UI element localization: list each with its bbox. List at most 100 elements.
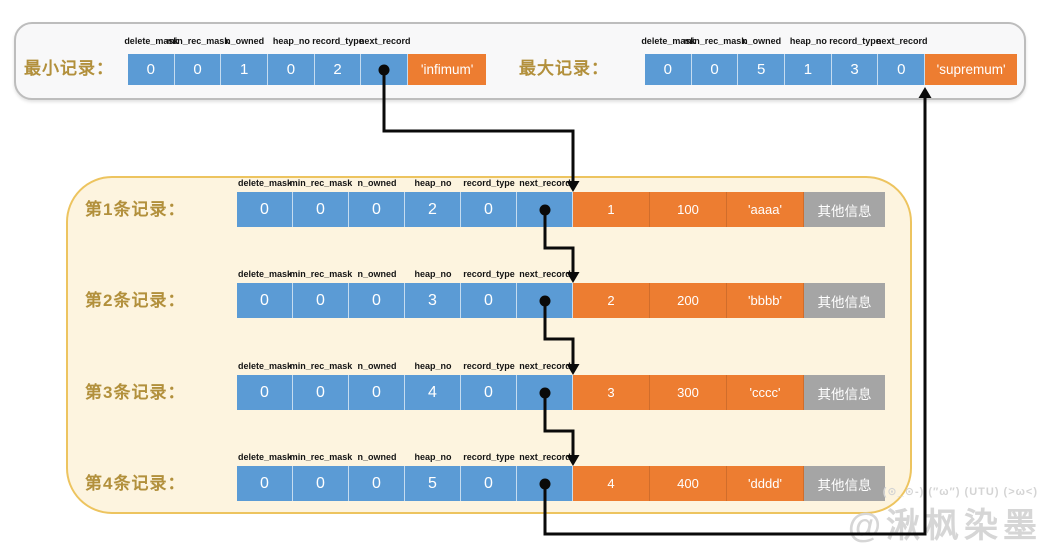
field-header-record-type: record_type (463, 178, 515, 188)
field-header-n-owned: n_owned (357, 452, 397, 462)
cell-delete-mask: 0 (645, 54, 692, 85)
record3-row: 0 0 0 4 0 3 300 'cccc' 其他信息 (237, 375, 885, 410)
field-header-next-record: next_record (358, 36, 411, 46)
cell-record-type: 3 (831, 54, 879, 85)
record2-field-headers: delete_mask min_rec_mask n_owned heap_no… (237, 268, 573, 280)
record2-row: 0 0 0 3 0 2 200 'bbbb' 其他信息 (237, 283, 885, 318)
field-header-next-record: next_record (875, 36, 928, 46)
record3-label: 第3条记录： (85, 383, 186, 402)
watermark-emoticons: (⊙_⊙-) (″ω″) (UTU) (>ω<) (882, 486, 1038, 498)
cell-min-rec-mask: 0 (691, 54, 739, 85)
cell-record-type: 2 (314, 54, 362, 85)
cell-column-value: 400 (650, 466, 727, 501)
min-record-label: 最小记录： (24, 59, 114, 78)
cell-min-rec-mask: 0 (293, 466, 349, 501)
cell-heap-no: 0 (268, 54, 315, 85)
cell-heap-no: 5 (405, 466, 461, 501)
field-header-delete-mask: delete_mask (237, 361, 293, 371)
cell-delete-mask: 0 (128, 54, 175, 85)
watermark-author-handle: @湫枫染墨 (847, 507, 1042, 545)
cell-record-type: 0 (461, 192, 517, 227)
cell-varchar-value: 'dddd' (727, 466, 804, 501)
max-record-label: 最大记录： (519, 59, 609, 78)
field-header-n-owned: n_owned (357, 269, 397, 279)
record1-row: 0 0 0 2 0 1 100 'aaaa' 其他信息 (237, 192, 885, 227)
cell-primary-key: 2 (573, 283, 650, 318)
cell-infimum-text: 'infimum' (408, 54, 487, 85)
field-header-min-rec-mask: min_rec_mask (289, 269, 353, 279)
field-header-min-rec-mask: min_rec_mask (289, 452, 353, 462)
cell-next-record (517, 466, 573, 501)
cell-other-info: 其他信息 (804, 192, 885, 227)
cell-next-record (517, 283, 573, 318)
cell-delete-mask: 0 (237, 466, 293, 501)
cell-delete-mask: 0 (237, 192, 293, 227)
field-header-heap-no: heap_no (414, 452, 452, 462)
cell-column-value: 100 (650, 192, 727, 227)
cell-supremum-text: 'supremum' (925, 54, 1018, 85)
field-header-n-owned: n_owned (742, 36, 782, 46)
field-header-heap-no: heap_no (414, 178, 452, 188)
field-header-heap-no: heap_no (789, 36, 827, 46)
field-header-next-record: next_record (519, 361, 571, 371)
cell-n-owned: 0 (349, 283, 405, 318)
cell-primary-key: 3 (573, 375, 650, 410)
min-record-row: 0 0 1 0 2 'infimum' (128, 54, 487, 85)
field-header-record-type: record_type (463, 361, 515, 371)
max-record-row: 0 0 5 1 3 0 'supremum' (645, 54, 1018, 85)
field-header-heap-no: heap_no (272, 36, 310, 46)
record2-label: 第2条记录： (85, 291, 186, 310)
cell-varchar-value: 'aaaa' (727, 192, 804, 227)
field-header-heap-no: heap_no (414, 269, 452, 279)
record4-field-headers: delete_mask min_rec_mask n_owned heap_no… (237, 451, 573, 463)
field-header-delete-mask: delete_mask (237, 178, 293, 188)
field-header-delete-mask: delete_mask (237, 269, 293, 279)
field-header-min-rec-mask: min_rec_mask (289, 361, 353, 371)
cell-min-rec-mask: 0 (293, 375, 349, 410)
field-header-record-type: record_type (463, 269, 515, 279)
field-header-next-record: next_record (519, 269, 571, 279)
cell-n-owned: 5 (738, 54, 786, 85)
record1-field-headers: delete_mask min_rec_mask n_owned heap_no… (237, 177, 573, 189)
field-header-next-record: next_record (519, 452, 571, 462)
cell-other-info: 其他信息 (804, 375, 885, 410)
cell-n-owned: 0 (349, 375, 405, 410)
cell-primary-key: 4 (573, 466, 650, 501)
field-header-record-type: record_type (312, 36, 364, 46)
cell-column-value: 300 (650, 375, 727, 410)
cell-n-owned: 0 (349, 466, 405, 501)
cell-n-owned: 1 (221, 54, 269, 85)
cell-record-type: 0 (461, 466, 517, 501)
record4-row: 0 0 0 5 0 4 400 'dddd' 其他信息 (237, 466, 885, 501)
cell-heap-no: 4 (405, 375, 461, 410)
field-header-min-rec-mask: min_rec_mask (289, 178, 353, 188)
cell-delete-mask: 0 (237, 283, 293, 318)
cell-next-record (517, 192, 573, 227)
field-header-n-owned: n_owned (357, 178, 397, 188)
cell-record-type: 0 (461, 375, 517, 410)
cell-other-info: 其他信息 (804, 283, 885, 318)
record3-field-headers: delete_mask min_rec_mask n_owned heap_no… (237, 360, 573, 372)
record4-label: 第4条记录： (85, 474, 186, 493)
max-record-field-headers: delete_mask min_rec_mask n_owned heap_no… (641, 35, 928, 47)
field-header-n-owned: n_owned (225, 36, 265, 46)
cell-min-rec-mask: 0 (293, 283, 349, 318)
record1-label: 第1条记录： (85, 200, 186, 219)
cell-heap-no: 2 (405, 192, 461, 227)
cell-next-record: 0 (878, 54, 926, 85)
cell-primary-key: 1 (573, 192, 650, 227)
field-header-record-type: record_type (463, 452, 515, 462)
field-header-delete-mask: delete_mask (641, 36, 696, 46)
cell-next-record (517, 375, 573, 410)
cell-min-rec-mask: 0 (293, 192, 349, 227)
cell-heap-no: 3 (405, 283, 461, 318)
cell-next-record (361, 54, 409, 85)
cell-varchar-value: 'bbbb' (727, 283, 804, 318)
cell-varchar-value: 'cccc' (727, 375, 804, 410)
cell-other-info: 其他信息 (804, 466, 885, 501)
cell-n-owned: 0 (349, 192, 405, 227)
cell-column-value: 200 (650, 283, 727, 318)
field-header-min-rec-mask: min_rec_mask (166, 36, 230, 46)
field-header-delete-mask: delete_mask (237, 452, 293, 462)
